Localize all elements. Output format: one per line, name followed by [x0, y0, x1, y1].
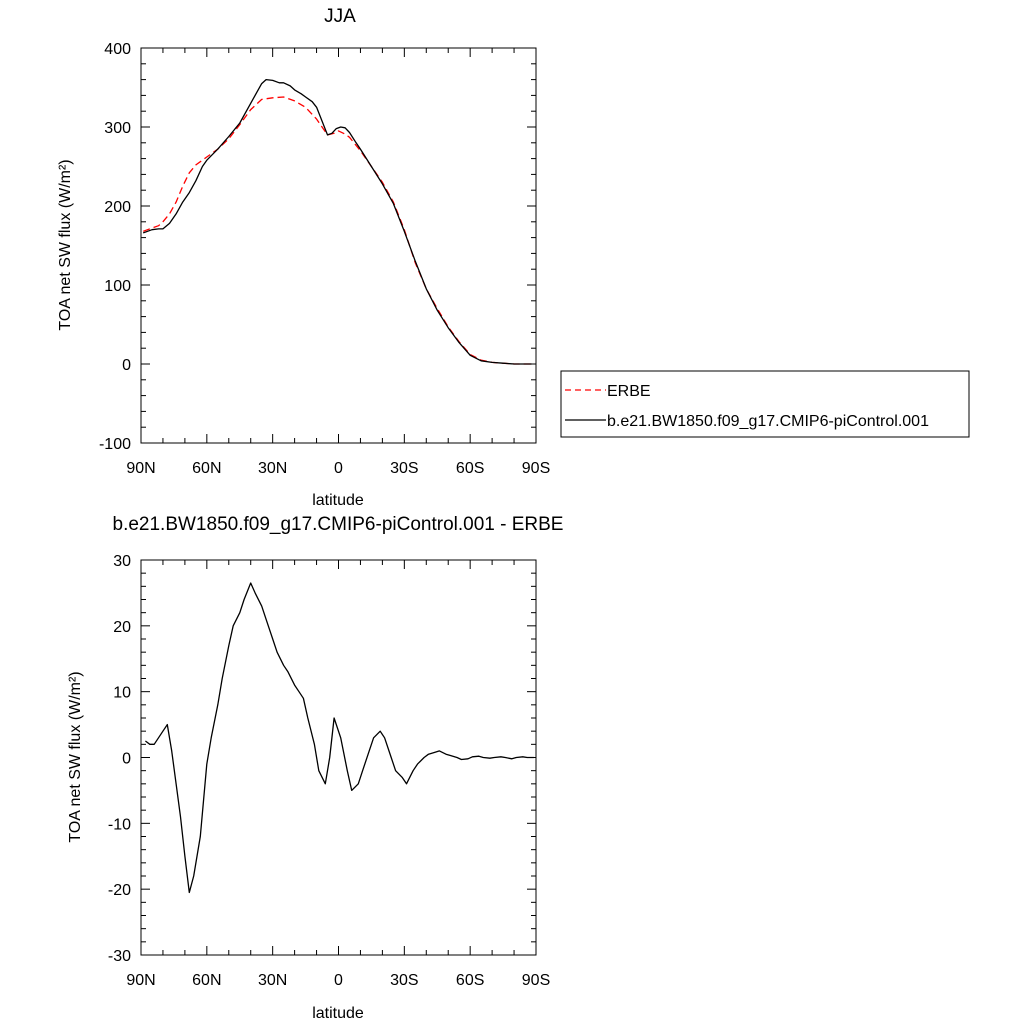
bottom-y-tick-label: 0 [122, 751, 131, 768]
bottom-y-tick-label: 20 [113, 619, 131, 636]
top-y-tick-label: 200 [104, 199, 131, 216]
top-y-tick-label: 0 [122, 357, 131, 374]
bottom-x-tick-label: 0 [334, 972, 343, 989]
legend: ERBE b.e21.BW1850.f09_g17.CMIP6-piContro… [560, 370, 970, 438]
top-x-tick-label: 60S [456, 460, 484, 477]
bottom-x-tick-label: 30S [390, 972, 418, 989]
bottom-x-tick-label: 90N [126, 972, 155, 989]
top-y-tick-label: -100 [99, 436, 131, 453]
bottom-y-tick-label: -30 [108, 948, 131, 965]
top-series-lines [142, 78, 532, 365]
top-series-line-1 [142, 78, 532, 365]
top-axis-ticks: 90N 60N 30N 0 30S 60S 90S -100 0 100 200 300 400 [99, 41, 550, 477]
bottom-y-tick-label: -20 [108, 882, 131, 899]
bottom-series-line-0 [145, 582, 534, 894]
bottom-chart-panel: b.e21.BW1850.f09_g17.CMIP6-piControl.001… [67, 514, 563, 1022]
top-x-tick-label: 30S [390, 460, 418, 477]
top-x-tick-label: 90N [126, 460, 155, 477]
bottom-x-axis-label: latitude [312, 1005, 364, 1022]
bottom-series-lines [145, 582, 534, 894]
top-x-axis-label: latitude [312, 492, 364, 509]
top-y-tick-label: 400 [104, 41, 131, 58]
top-plot-frame [140, 47, 537, 444]
top-series-line-0 [142, 96, 532, 365]
top-x-tick-label: 0 [334, 460, 343, 477]
top-y-tick-label: 100 [104, 278, 131, 295]
bottom-x-tick-label: 90S [522, 972, 550, 989]
top-y-axis-label: TOA net SW flux (W/m²) [57, 159, 74, 330]
bottom-x-tick-label: 60S [456, 972, 484, 989]
bottom-x-tick-label: 60N [192, 972, 221, 989]
bottom-x-tick-label: 30N [258, 972, 287, 989]
top-y-tick-label: 300 [104, 120, 131, 137]
top-chart-title: JJA [324, 6, 356, 27]
legend-label-model: b.e21.BW1850.f09_g17.CMIP6-piControl.001 [607, 413, 929, 430]
legend-box [560, 370, 970, 438]
top-x-tick-label: 30N [258, 460, 287, 477]
bottom-plot-frame [140, 559, 537, 956]
legend-label-erbe: ERBE [607, 383, 651, 400]
top-x-tick-label: 90S [522, 460, 550, 477]
bottom-chart-title: b.e21.BW1850.f09_g17.CMIP6-piControl.001… [113, 514, 564, 535]
bottom-y-tick-label: 30 [113, 553, 131, 570]
top-x-tick-label: 60N [192, 460, 221, 477]
top-chart-panel: JJA 90N 60N 30N 0 30S 60S 90S -100 0 100 200 300 400… [57, 6, 970, 509]
bottom-y-tick-label: 10 [113, 685, 131, 702]
bottom-y-tick-label: -10 [108, 816, 131, 833]
bottom-y-axis-label: TOA net SW flux (W/m²) [67, 671, 84, 842]
